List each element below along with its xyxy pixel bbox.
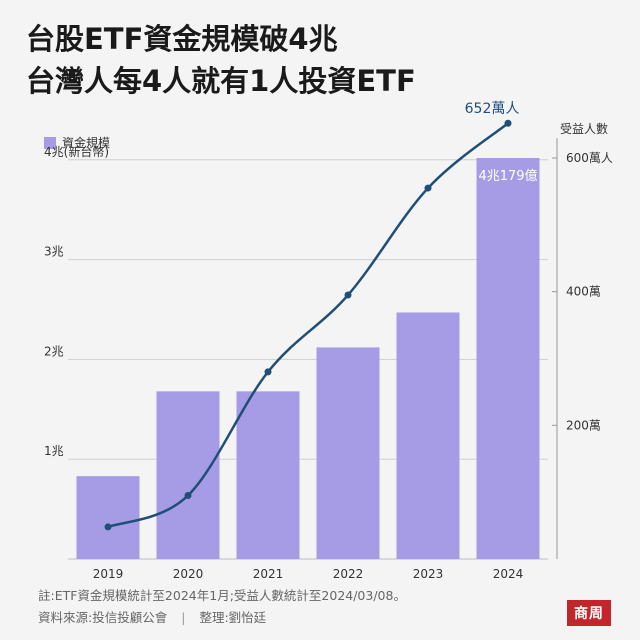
bar-2024 bbox=[476, 158, 540, 559]
logo: 商周 bbox=[567, 600, 611, 626]
investors-point-2020 bbox=[184, 492, 192, 500]
footnote-note: 註:ETF資金規模統計至2024年1月;受益人數統計至2024/03/08。 bbox=[38, 588, 406, 603]
investors-point-2022 bbox=[344, 291, 352, 299]
left-tick-label-2: 2兆 bbox=[44, 344, 64, 358]
line-data-label-2024: 652萬人 bbox=[465, 101, 520, 117]
left-tick-label-3: 3兆 bbox=[44, 245, 64, 259]
right-tick-label-1: 200萬 bbox=[566, 418, 601, 432]
bar-2023 bbox=[396, 312, 460, 559]
investors-point-2023 bbox=[424, 184, 432, 192]
footnote: 註:ETF資金規模統計至2024年1月;受益人數統計至2024/03/08。 資… bbox=[38, 585, 406, 629]
x-tick-label-2019: 2019 bbox=[93, 567, 124, 581]
bar-2020 bbox=[156, 391, 220, 559]
x-tick-label-2020: 2020 bbox=[173, 567, 204, 581]
footnote-separator: | bbox=[181, 610, 186, 625]
investors-point-2019 bbox=[104, 523, 112, 531]
x-tick-label-2022: 2022 bbox=[333, 567, 364, 581]
x-tick-label-2021: 2021 bbox=[253, 567, 284, 581]
x-tick-label-2023: 2023 bbox=[413, 567, 444, 581]
footnote-source: 資料來源:投信投顧公會 bbox=[38, 610, 168, 625]
chart-title-line-2: 台灣人每4人就有1人投資ETF bbox=[26, 64, 416, 98]
chart-title-line-1: 台股ETF資金規模破4兆 bbox=[26, 22, 338, 56]
right-tick-label-2: 400萬 bbox=[566, 285, 601, 299]
bar-2021 bbox=[236, 391, 300, 559]
bar-data-label-2024: 4兆179億 bbox=[478, 168, 537, 184]
x-tick-label-2024: 2024 bbox=[493, 567, 524, 581]
investors-point-2024 bbox=[504, 119, 512, 127]
chart-title: 台股ETF資金規模破4兆 台灣人每4人就有1人投資ETF bbox=[26, 18, 416, 102]
footnote-editor: 整理:劉怡廷 bbox=[199, 610, 267, 625]
legend-swatch bbox=[44, 136, 56, 149]
right-tick-label-3: 600萬人 bbox=[566, 151, 613, 165]
left-tick-label-4: 4兆(新台幣) bbox=[44, 144, 109, 159]
legend-label: 資金規模 bbox=[62, 136, 111, 150]
left-tick-label-1: 1兆 bbox=[44, 444, 64, 458]
right-axis-title: 受益人數 bbox=[560, 122, 609, 136]
investors-point-2021 bbox=[264, 368, 272, 376]
legend: 資金規模 bbox=[44, 134, 110, 151]
bar-2019 bbox=[76, 476, 140, 559]
footnote-credits: 資料來源:投信投顧公會 | 整理:劉怡廷 bbox=[38, 607, 406, 629]
bar-2022 bbox=[316, 347, 380, 559]
